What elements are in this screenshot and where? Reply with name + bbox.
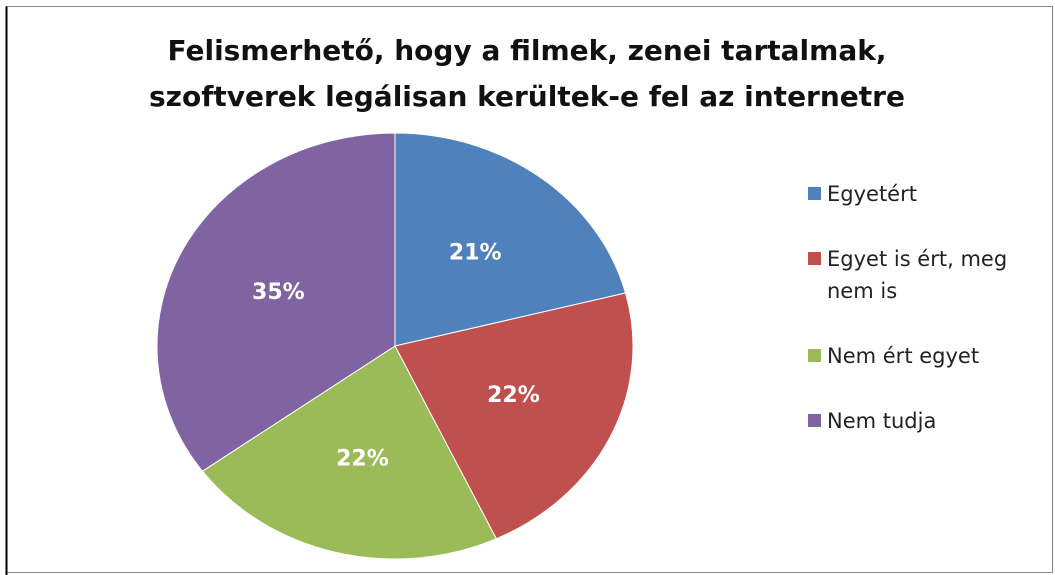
data-label: 21% xyxy=(449,240,502,265)
legend-label: Egyet is ért, meg nem is xyxy=(827,247,1008,303)
legend-swatch xyxy=(808,252,821,265)
data-label: 22% xyxy=(487,383,540,408)
legend-swatch xyxy=(808,349,821,362)
legend-entry: Egyet is ért, meg nem is xyxy=(808,243,1008,307)
pie-slice xyxy=(201,345,498,560)
legend-label: Nem tudja xyxy=(827,409,937,433)
chart-title: szoftverek legálisan kerültek-e fel az i… xyxy=(149,80,905,113)
data-label: 35% xyxy=(252,280,305,305)
legend-entry: Egyetért xyxy=(808,178,1008,210)
pie-slice xyxy=(394,292,634,540)
pie-slice xyxy=(394,132,627,347)
pie-slice xyxy=(156,132,396,472)
legend-label: Egyetért xyxy=(827,182,917,206)
legend-label: Nem ért egyet xyxy=(827,344,980,368)
legend-swatch xyxy=(808,414,821,427)
legend-entry: Nem ért egyet xyxy=(808,340,1008,372)
data-label: 22% xyxy=(336,446,389,471)
chart-title: Felismerhető, hogy a filmek, zenei tarta… xyxy=(168,34,887,67)
legend-swatch xyxy=(808,187,821,200)
legend-entry: Nem tudja xyxy=(808,405,1008,437)
legend: Egyetért Egyet is ért, meg nem is Nem ért … xyxy=(808,178,1008,470)
